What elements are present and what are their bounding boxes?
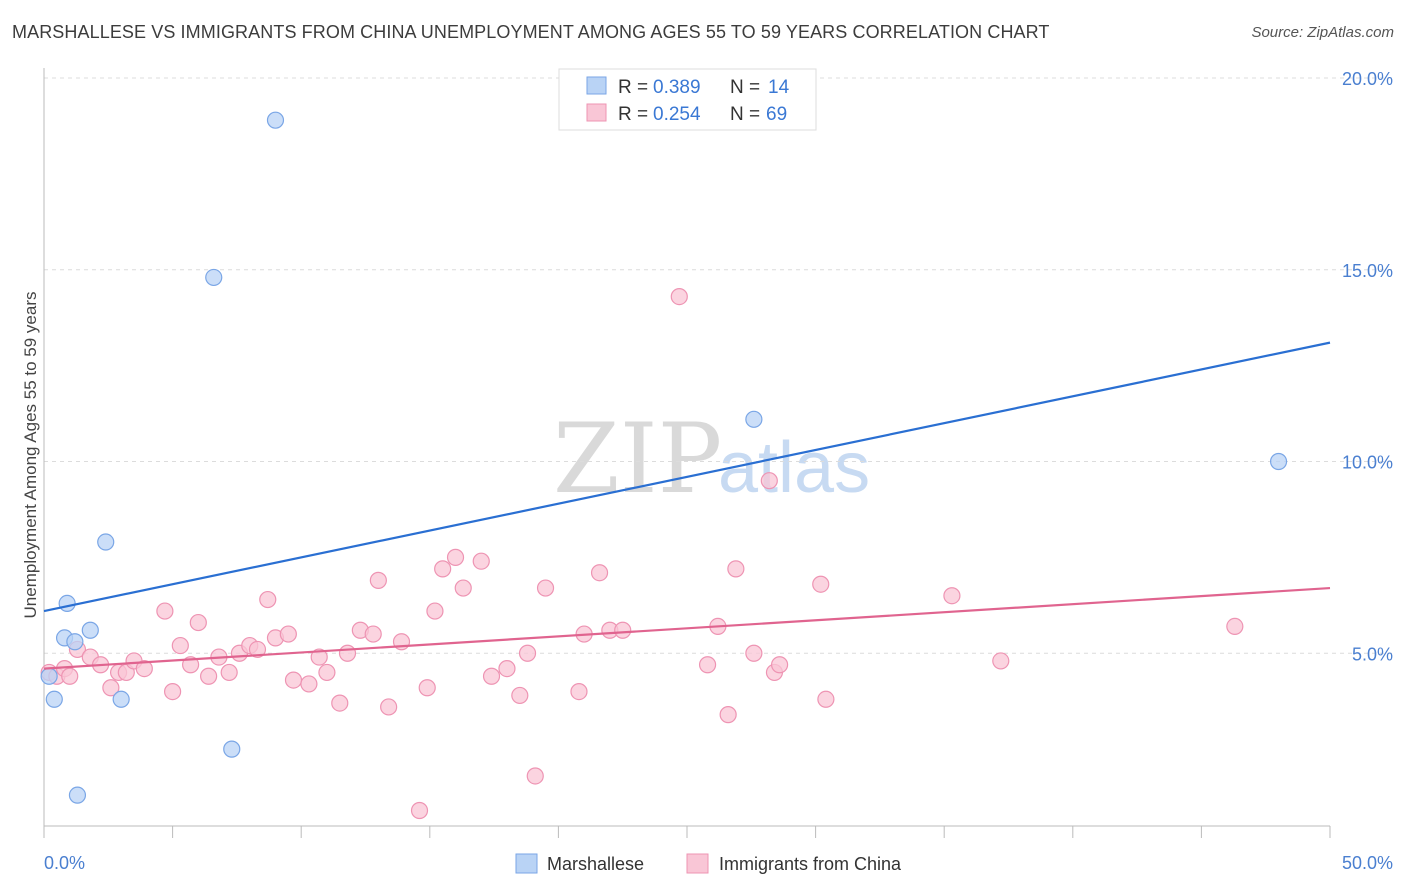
legend-n-value-1: 14 (768, 77, 790, 98)
y-tick-label-15: 15.0% (1342, 261, 1393, 281)
china-point-38 (418, 679, 436, 697)
china-point-54 (614, 621, 632, 639)
source-label: Source: ZipAtlas.com (1251, 24, 1394, 41)
china-point-26 (284, 671, 303, 689)
marshallese-point-5 (68, 786, 87, 804)
y-tick-label-20: 20.0% (1342, 69, 1393, 89)
china-point-17 (200, 667, 218, 685)
legend-r-value-2: 0.254 (653, 104, 701, 125)
china-point-25 (279, 625, 297, 643)
legend-swatch-china (586, 103, 607, 122)
gridlines (44, 77, 1392, 654)
china-point-13 (164, 682, 182, 701)
china-point-3 (61, 667, 79, 685)
trendlines (43, 341, 1331, 670)
bottom-legend-label-marshallese: Marshallese (547, 854, 644, 874)
china-point-68 (1226, 617, 1244, 636)
china-point-29 (318, 663, 336, 682)
marshallese-point-8 (112, 690, 130, 708)
china-point-19 (220, 663, 238, 682)
china-point-22 (248, 640, 267, 659)
china-point-39 (426, 602, 444, 620)
china-point-67 (992, 652, 1010, 670)
marshallese-point-6 (81, 621, 99, 639)
china-point-58 (719, 706, 737, 724)
china-point-27 (300, 675, 318, 693)
marshallese-point-0 (40, 667, 58, 685)
china-point-48 (526, 767, 544, 785)
legend: R = 0.389 N = 14 R = 0.254 N = 69 (558, 68, 817, 131)
bottom-legend: Marshallese Immigrants from China (515, 853, 902, 874)
china-point-33 (364, 625, 382, 643)
china-point-65 (817, 690, 835, 708)
marshallese-trendline (43, 341, 1331, 613)
china-point-47 (518, 644, 537, 662)
china-point-12 (156, 602, 174, 620)
x-tick-label-min: 0.0% (44, 853, 85, 873)
bottom-legend-swatch-china (686, 853, 709, 874)
legend-n-label-2: N = (730, 104, 760, 125)
x-tick-marks (43, 826, 1331, 838)
marshallese-point-4 (66, 633, 84, 651)
china-point-59 (727, 560, 745, 578)
china-point-43 (472, 552, 490, 570)
legend-r-label-2: R = (618, 104, 648, 125)
china-point-31 (338, 644, 357, 662)
china-point-46 (511, 686, 529, 705)
y-axis-label: Unemployment Among Ages 55 to 59 years (21, 292, 40, 619)
chart-title: MARSHALLESE VS IMMIGRANTS FROM CHINA UNE… (12, 22, 1050, 42)
china-point-60 (745, 644, 763, 662)
marshallese-point-7 (97, 533, 115, 551)
bottom-legend-swatch-marshallese (515, 853, 538, 874)
china-point-50 (570, 682, 588, 701)
x-tick-label-max: 50.0% (1342, 853, 1393, 873)
china-point-34 (369, 571, 387, 589)
china-point-55 (670, 287, 688, 306)
china-point-7 (102, 679, 120, 697)
china-point-61 (760, 472, 778, 490)
marshallese-point-9 (205, 268, 223, 287)
china-point-44 (482, 667, 501, 685)
china-point-66 (943, 587, 961, 605)
china-point-42 (454, 579, 472, 597)
china-point-45 (498, 659, 516, 678)
china-point-63 (770, 656, 789, 674)
legend-swatch-marshallese (586, 76, 607, 95)
china-point-11 (135, 659, 153, 678)
china-point-41 (446, 548, 465, 566)
china-point-16 (189, 613, 207, 632)
y-tick-label-5: 5.0% (1352, 644, 1393, 664)
watermark-zip: ZIP (553, 403, 722, 515)
legend-n-value-2: 69 (766, 104, 787, 125)
china-point-35 (380, 698, 398, 716)
china-point-52 (590, 564, 609, 582)
china-point-49 (536, 579, 555, 597)
bottom-legend-label-china: Immigrants from China (719, 854, 902, 874)
china-point-14 (171, 636, 189, 655)
marshallese-point-10 (223, 740, 241, 758)
china-point-56 (698, 656, 717, 674)
marshallese-point-11 (266, 111, 285, 129)
marshallese-point-12 (745, 410, 763, 428)
watermark: ZIP atlas (553, 403, 870, 515)
china-point-30 (331, 694, 349, 712)
y-tick-label-10: 10.0% (1342, 453, 1393, 473)
china-point-23 (259, 590, 277, 609)
marshallese-point-13 (1269, 452, 1288, 471)
china-point-64 (812, 575, 830, 593)
marshallese-point-3 (58, 594, 76, 612)
china-point-37 (410, 801, 429, 820)
y-tick-labels: 5.0% 10.0% 15.0% 20.0% (1342, 69, 1393, 664)
legend-r-label-1: R = (618, 77, 648, 98)
china-point-40 (434, 560, 452, 578)
legend-n-label-1: N = (730, 77, 760, 98)
marshallese-point-1 (45, 690, 63, 708)
watermark-atlas: atlas (718, 428, 870, 508)
legend-r-value-1: 0.389 (653, 77, 701, 98)
china-point-28 (310, 648, 328, 666)
china-trendline (43, 586, 1331, 670)
